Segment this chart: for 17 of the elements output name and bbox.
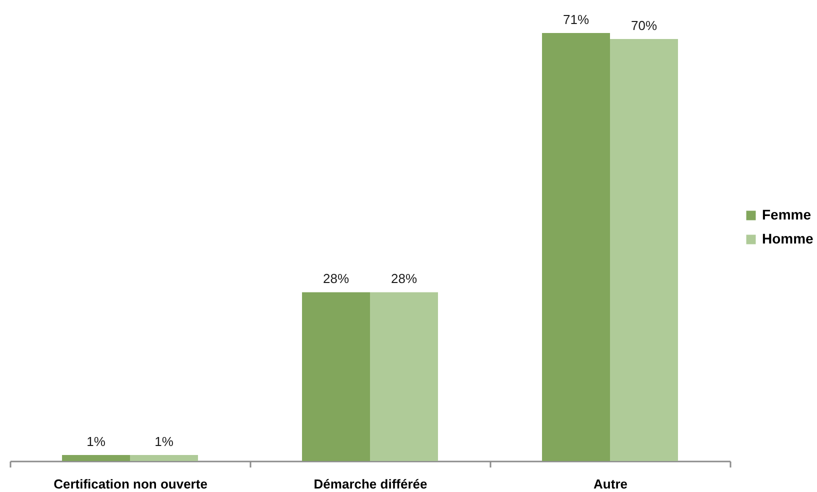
legend-label: Homme: [762, 230, 814, 246]
bar: [62, 454, 130, 461]
bar: [302, 292, 370, 461]
data-label: 70%: [630, 18, 658, 34]
data-label: 71%: [562, 12, 590, 27]
bar: [542, 33, 610, 461]
bar: [130, 454, 198, 461]
legend-label: Femme: [762, 206, 812, 222]
x-tick-label: Certification non ouverte: [54, 476, 208, 492]
data-label: 28%: [390, 271, 418, 286]
data-label: 1%: [154, 434, 174, 449]
bar: [370, 292, 438, 461]
x-tick-label: Démarche différée: [314, 476, 428, 492]
x-tick-label: Autre: [594, 476, 628, 492]
data-label: 28%: [322, 271, 350, 286]
bar: [610, 39, 678, 461]
data-label: 1%: [86, 434, 106, 449]
